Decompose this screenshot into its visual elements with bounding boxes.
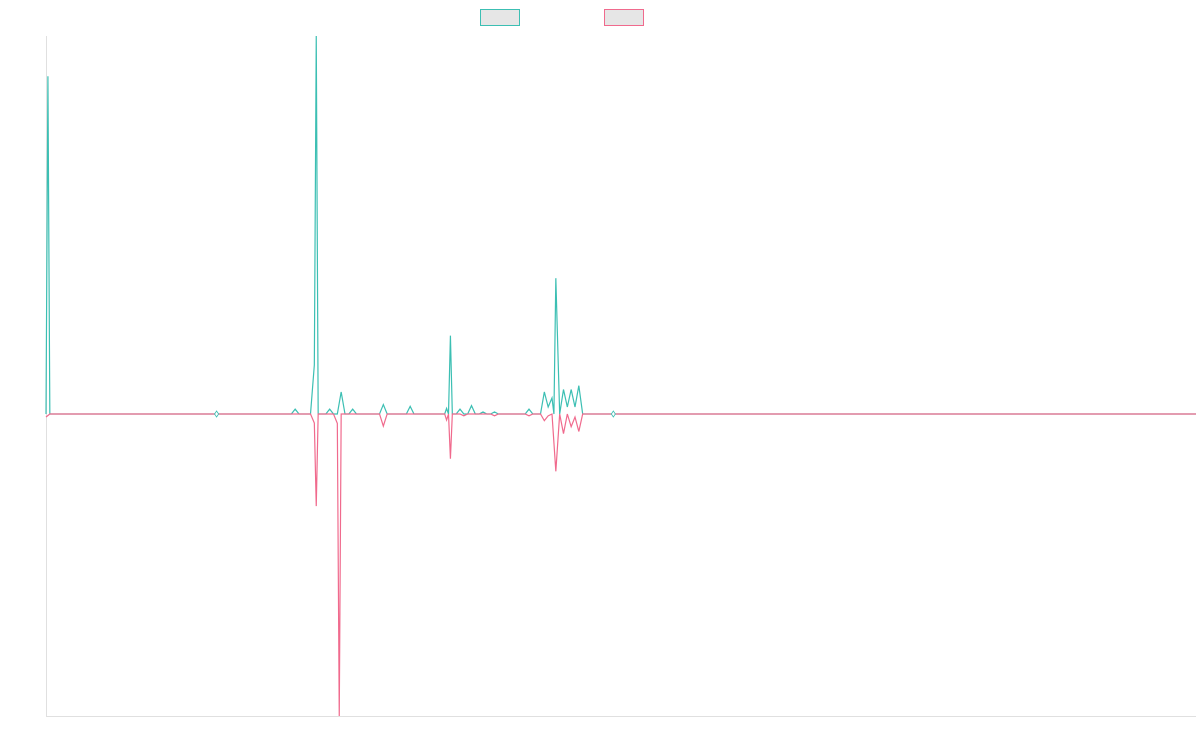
data-point-marker[interactable] bbox=[214, 410, 220, 418]
marker-layer bbox=[214, 410, 616, 418]
legend-swatch-series-a[interactable] bbox=[480, 9, 520, 26]
data-point-marker[interactable] bbox=[610, 410, 616, 418]
axes bbox=[46, 36, 1196, 717]
series-layer bbox=[45, 35, 1196, 717]
legend-swatch-series-b[interactable] bbox=[604, 9, 644, 26]
series-line-a[interactable] bbox=[45, 35, 1196, 415]
series-line-b[interactable] bbox=[45, 413, 1196, 717]
